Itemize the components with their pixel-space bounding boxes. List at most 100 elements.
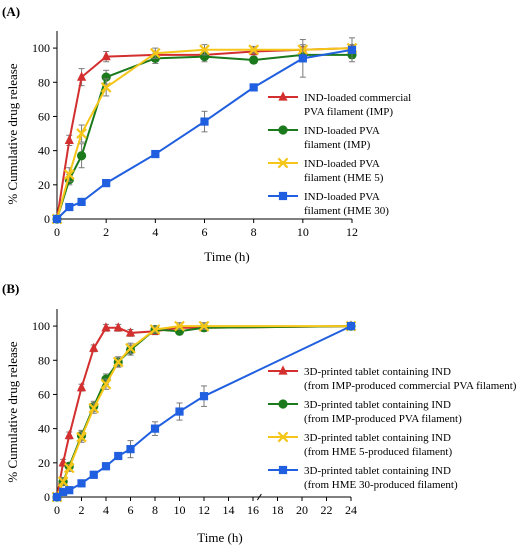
panel-b-data-point [52, 492, 62, 502]
panel-a-data-point [102, 179, 111, 188]
panel-b-data-point [100, 378, 112, 390]
panel-a-legend-marker [278, 191, 288, 201]
panel-b-data-point [59, 487, 68, 496]
panel-a-data-point [76, 128, 87, 139]
panel-a-legend-label: filament (IMP) [304, 139, 371, 151]
panel-b-series [51, 320, 357, 503]
panel-b-data-point [89, 470, 98, 479]
panel-b-x-tick-label: 20 [296, 503, 308, 517]
panel-a-x-axis-title: Time (h) [204, 249, 249, 264]
panel-a-legend: IND-loaded commercial PVA filament (IMP) I… [268, 91, 411, 217]
panel-a-data-point [249, 55, 259, 65]
panel-b-series-3 [52, 321, 356, 502]
panel-a-legend-label: filament (HME 5) [304, 172, 384, 184]
panel-a-y-tick-label: 100 [32, 41, 50, 55]
panel-a-legend-item-3: IND-loaded PVA filament (HME 30) [268, 191, 389, 217]
panel-b-x-tick-label: 10 [174, 503, 186, 517]
panel-b-legend: 3D-printed tablet containing IND (from IM… [268, 365, 517, 491]
panel-a-legend-marker [278, 91, 288, 101]
panel-b-data-point [76, 382, 87, 392]
panel-b-legend-item-3: 3D-printed tablet containing IND (from HM… [268, 465, 458, 491]
panel-b-legend-label: (from HME 30-produced filament) [304, 479, 458, 491]
panel-a-data-point [249, 83, 258, 92]
panel-b-data-point [174, 320, 185, 332]
panel-b-legend-item-1: 3D-printed tablet containing IND (from IM… [268, 399, 462, 425]
panel-a-data-point [101, 72, 111, 82]
panel-b-data-point [150, 424, 160, 433]
panel-b-x-tick-label: 8 [152, 503, 158, 517]
panel-b-series-line [56, 325, 352, 498]
panel-a-legend-label: IND-loaded commercial [304, 92, 411, 104]
panel-a-x-tick-label: 12 [346, 225, 358, 239]
panel-a-x-tick-label: 6 [202, 225, 208, 239]
panel-b-legend-label: 3D-printed tablet containing IND [304, 465, 451, 477]
panel-a-y-axis-title: % Cumulative drug release [5, 63, 20, 204]
panel-b-legend-label: (from IMP-produced PVA filament) [304, 413, 462, 425]
panel-a-x-tick-label: 10 [297, 225, 309, 239]
panel-b-x-tick-label: 6 [128, 503, 134, 517]
panel-b-legend-label: 3D-printed tablet containing IND [304, 432, 451, 444]
panel-b-data-point [126, 445, 135, 454]
panel-b-x-tick-label: 2 [79, 503, 85, 517]
panel-a-legend-label: IND-loaded PVA [304, 191, 380, 203]
panel-a-data-point [347, 45, 357, 54]
panel-a-x-tick-label: 8 [251, 225, 257, 239]
panel-b-data-point [65, 486, 74, 495]
panel-b-data-point [101, 462, 111, 471]
panel-b-legend-item-0: 3D-printed tablet containing IND (from IM… [268, 365, 517, 392]
panel-b-legend-item-2: 3D-printed tablet containing IND (from HM… [268, 431, 452, 458]
panel-b-x-tick-label: 12 [198, 503, 210, 517]
panel-a-legend-marker [278, 125, 288, 135]
panel-a-legend-label: PVA filament (IMP) [304, 106, 393, 118]
panel-a-series [51, 37, 358, 225]
panel-b-data-point [149, 324, 161, 335]
panel-a-label: (A) [2, 4, 20, 19]
panel-a-data-point [149, 47, 161, 59]
panel-b-x-tick-label: 18 [272, 503, 284, 517]
panel-b-legend-label: 3D-printed tablet containing IND [304, 366, 451, 378]
panel-a-axes: 0 20 40 60 80 100 0 2 4 6 8 10 12 [32, 31, 358, 239]
panel-a-data-point [248, 44, 260, 56]
panel-b: (B) % Cumulative drug release Time (h) 0… [2, 281, 517, 545]
panel-b-x-tick-label: 4 [103, 503, 109, 517]
panel-a-data-point [64, 134, 74, 144]
panel-b-data-point [125, 327, 136, 337]
panel-b-x-axis-title: Time (h) [197, 530, 242, 545]
panel-b-label: (B) [2, 281, 19, 296]
panel-a-data-point [200, 117, 209, 126]
panel-a-y-tick-label: 20 [38, 178, 50, 192]
panel-b-data-point [89, 342, 99, 352]
panel-b-data-point [198, 320, 210, 332]
panel-b-data-point [114, 451, 123, 461]
panel-a-x-tick-label: 0 [54, 225, 60, 239]
panel-b-y-tick-label: 80 [38, 353, 50, 367]
panel-b-data-point [101, 322, 111, 332]
panel-a-legend-label: IND-loaded PVA [304, 158, 380, 170]
panel-b-data-point [57, 476, 69, 487]
panel-b-x-tick-label: 0 [54, 503, 60, 517]
panel-a-legend-label: IND-loaded PVA [304, 125, 380, 137]
panel-a-series-3 [52, 37, 357, 224]
panel-b-legend-label: (from IMP-produced commercial PVA filame… [304, 380, 517, 392]
panel-a-data-point [100, 82, 112, 93]
panel-a-legend-marker [277, 157, 289, 169]
panel-b-data-point [64, 429, 74, 440]
panel-b-x-tick-label: 22 [321, 503, 333, 517]
panel-a-data-point [63, 169, 75, 180]
panel-b-data-point [112, 356, 124, 368]
panel-a-data-point [298, 54, 307, 63]
panel-b-x-tick-label: 14 [223, 503, 235, 517]
panel-a-y-tick-label: 60 [38, 109, 50, 123]
panel-a: (A) % Cumulative drug release Time (h) 0… [2, 4, 411, 264]
panel-b-data-point [175, 407, 184, 416]
panel-a-x-tick-label: 2 [103, 225, 109, 239]
panel-a-data-point [199, 44, 210, 56]
panel-b-data-point [125, 342, 136, 354]
panel-b-y-tick-label: 40 [38, 422, 50, 436]
panel-a-data-point [77, 197, 86, 207]
panel-b-y-tick-label: 60 [38, 387, 50, 401]
panel-b-x-tick-label: 24 [345, 503, 357, 517]
panel-b-data-point [199, 392, 209, 401]
